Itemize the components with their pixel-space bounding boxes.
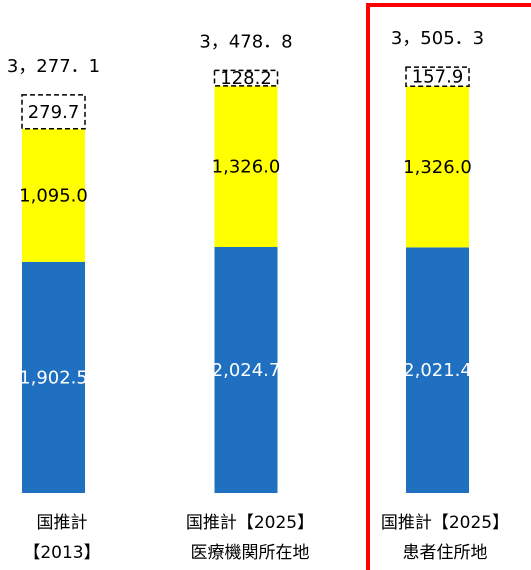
bar-segment	[22, 128, 85, 262]
bar-segment	[214, 246, 278, 493]
value-label: 1,095.0	[19, 185, 88, 206]
value-label: 1,326.0	[403, 157, 472, 178]
category-label: 国推計	[37, 513, 88, 533]
bar-segment	[406, 86, 469, 248]
value-label: 2,024.7	[212, 360, 281, 381]
category-label: 【2013】	[23, 543, 100, 563]
total-label: 3，505．3	[391, 28, 484, 49]
category-label: 医療機関所在地	[191, 543, 310, 563]
total-label: 3，277．1	[7, 56, 100, 77]
dashed-segment	[213, 69, 279, 87]
category-label: 国推計【2025】	[186, 513, 314, 533]
dashed-segment	[21, 94, 86, 130]
value-label: 1,326.0	[212, 156, 281, 177]
value-label: 157.9	[412, 67, 464, 88]
dashed-segment	[405, 66, 470, 88]
value-label: 1,902.5	[19, 367, 88, 388]
value-label: 128.2	[220, 68, 272, 89]
category-label: 国推計【2025】	[381, 513, 509, 533]
value-label: 2,021.4	[403, 360, 472, 381]
category-label: 患者住所地	[403, 543, 488, 563]
bar-segment	[214, 85, 278, 247]
highlight-box	[366, 3, 531, 570]
total-label: 3，478．8	[199, 31, 292, 52]
bar-segment	[22, 261, 85, 493]
value-label: 279.7	[28, 102, 80, 123]
bar-segment	[406, 247, 469, 493]
